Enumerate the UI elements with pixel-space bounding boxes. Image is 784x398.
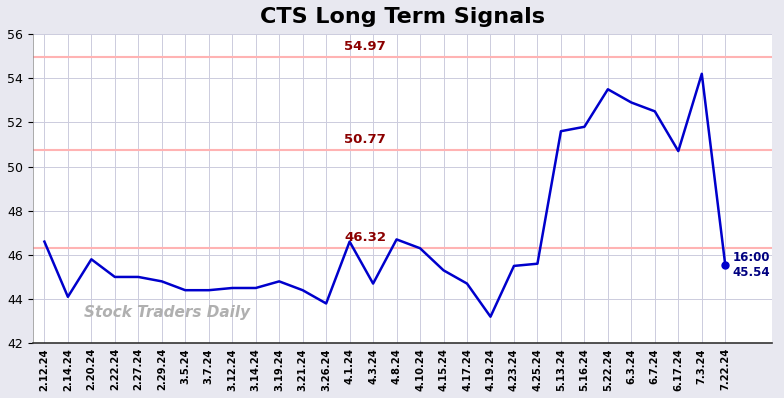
Title: CTS Long Term Signals: CTS Long Term Signals [260,7,545,27]
Text: 16:00: 16:00 [732,251,770,264]
Text: 46.32: 46.32 [344,231,386,244]
Text: Stock Traders Daily: Stock Traders Daily [85,305,251,320]
Text: 50.77: 50.77 [344,133,386,146]
Text: 54.97: 54.97 [344,40,386,53]
Text: 45.54: 45.54 [732,266,770,279]
